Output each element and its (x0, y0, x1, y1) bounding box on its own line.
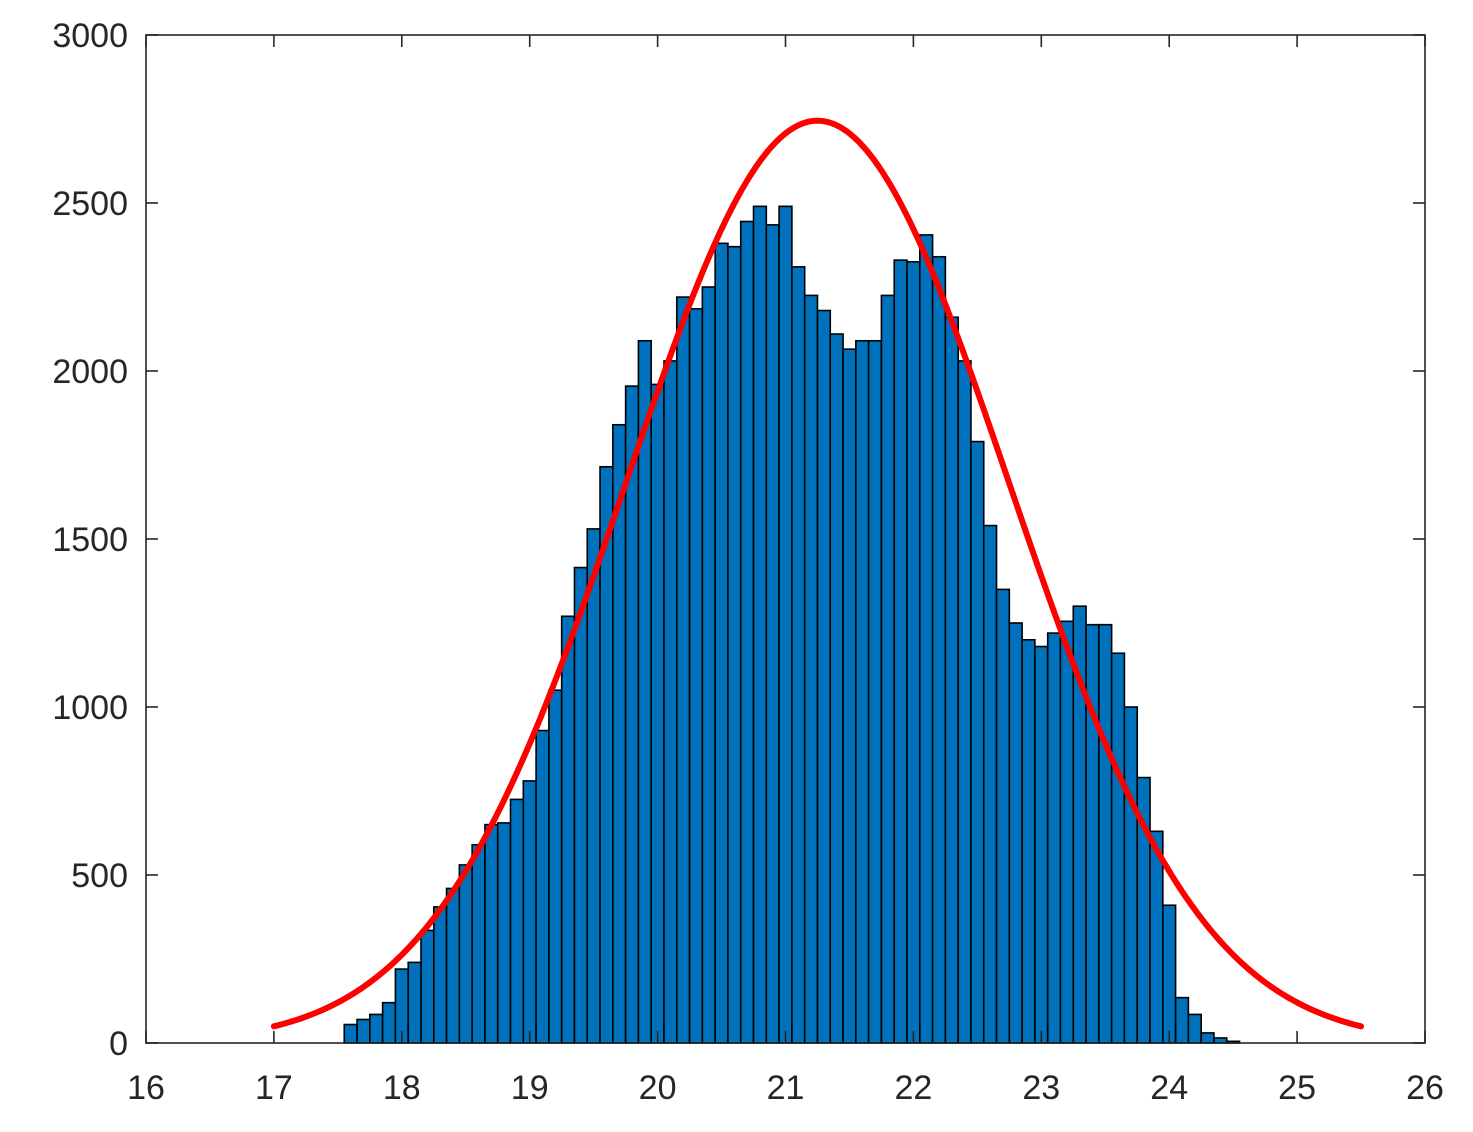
histogram-bar (650, 383, 665, 1044)
histogram-bar (995, 588, 1011, 1044)
histogram-bar (1174, 996, 1190, 1044)
histogram-bar (1008, 622, 1023, 1044)
histogram-bar (343, 1023, 358, 1044)
histogram-bar (1098, 623, 1113, 1044)
histogram-bar (535, 729, 550, 1044)
x-axis-tick-labels: 16 17 18 19 20 21 22 23 24 25 26 (127, 1069, 1444, 1107)
histogram-bar (739, 220, 755, 1044)
histogram-bar (471, 843, 486, 1044)
histogram-bar (829, 333, 844, 1044)
histogram-bar (842, 348, 857, 1044)
histogram-bar (1085, 623, 1100, 1044)
y-tick-label: 1000 (52, 689, 128, 727)
histogram-bar (727, 245, 742, 1044)
histogram-bar (663, 360, 678, 1044)
histogram-bar (1046, 632, 1062, 1044)
histogram-bar (496, 822, 512, 1044)
x-tick-label: 25 (1278, 1069, 1316, 1107)
y-tick-label: 2000 (52, 353, 128, 391)
histogram-bar (957, 360, 972, 1044)
x-tick-label: 22 (894, 1069, 932, 1107)
histogram-bar (407, 961, 422, 1044)
histogram-bar (1059, 620, 1075, 1044)
histogram-bar (1187, 1013, 1202, 1044)
histogram-bar (701, 286, 716, 1044)
y-tick-label: 3000 (52, 17, 128, 55)
histogram-bar (445, 887, 461, 1044)
histogram-bar (458, 864, 473, 1044)
histogram-bar (1162, 904, 1177, 1044)
histogram-bar (816, 309, 832, 1044)
histogram-bar (880, 294, 896, 1044)
histogram-bar (918, 234, 934, 1044)
histogram-bar (356, 1018, 371, 1044)
y-tick-label: 1500 (52, 521, 128, 559)
x-tick-label: 23 (1022, 1069, 1060, 1107)
y-tick-label: 0 (109, 1025, 128, 1063)
histogram-bar (982, 524, 998, 1044)
y-tick-label: 2500 (52, 185, 128, 223)
histogram-bar (381, 1001, 397, 1044)
x-tick-label: 20 (639, 1069, 677, 1107)
histogram-bar (855, 339, 870, 1044)
x-tick-label: 19 (511, 1069, 549, 1107)
normal-fit-curve (270, 117, 1365, 1030)
histogram-bar (573, 566, 589, 1044)
histogram-bar (586, 528, 601, 1044)
histogram-bar (675, 296, 691, 1044)
histogram-bar (560, 615, 576, 1044)
histogram-bar (509, 798, 525, 1044)
histogram-bar (484, 823, 499, 1044)
x-tick-label: 18 (383, 1069, 421, 1107)
axis-ticks (145, 34, 1426, 1044)
histogram-bar (803, 294, 819, 1044)
histogram-bar (778, 205, 793, 1044)
histogram-bar (1123, 706, 1139, 1044)
x-tick-label: 16 (127, 1069, 165, 1107)
x-tick-label: 24 (1150, 1069, 1188, 1107)
histogram-bar (1021, 638, 1036, 1044)
histogram-bar (714, 242, 729, 1044)
histogram-bar (522, 780, 537, 1044)
histogram-bar (931, 255, 947, 1044)
y-axis-tick-labels: 0 500 1000 1500 2000 2500 3000 (52, 17, 128, 1063)
histogram-bar (1110, 652, 1126, 1044)
histogram-bar (1200, 1032, 1215, 1044)
histogram-bar (548, 689, 563, 1044)
histogram-bar (867, 339, 883, 1044)
y-tick-label: 500 (71, 857, 128, 895)
histogram-bar (791, 266, 806, 1044)
histogram-bar (906, 260, 921, 1044)
x-tick-label: 21 (767, 1069, 805, 1107)
histogram-bar (752, 205, 768, 1044)
histogram-bar (420, 929, 435, 1044)
histogram-bar (765, 224, 780, 1044)
x-tick-label: 17 (255, 1069, 293, 1107)
histogram-bar (688, 308, 704, 1044)
histogram-bar (893, 259, 908, 1044)
x-tick-label: 26 (1406, 1069, 1444, 1107)
histogram-bar (944, 316, 959, 1044)
histogram-bar (369, 1013, 384, 1044)
histogram-bar (970, 440, 985, 1044)
histogram-bar (432, 906, 448, 1044)
histogram-bars (343, 205, 1241, 1044)
histogram-bar (1034, 645, 1049, 1044)
